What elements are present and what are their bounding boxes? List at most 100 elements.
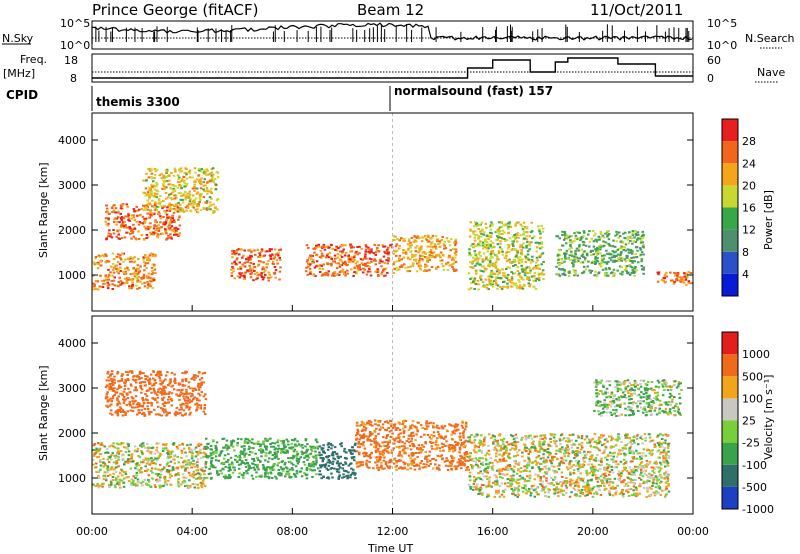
time-tick-label: 04:00 <box>176 525 208 538</box>
power-region-5 <box>392 234 458 273</box>
cpid-segment-1: themis 3300 <box>96 95 180 109</box>
power-colorbar: 4 8 12 16 20 24 28 <box>721 118 756 297</box>
freq-trace <box>92 57 693 79</box>
power-colorbar-swatch <box>722 207 738 230</box>
power-region-2 <box>142 167 220 214</box>
freq-label: Freq. <box>20 53 47 66</box>
power-colorbar-swatch <box>722 251 738 274</box>
velocity-colorbar-swatch <box>722 376 738 399</box>
power-ytick-label: 1000 <box>58 269 86 282</box>
nsky-trace <box>91 22 693 44</box>
time-tick-label: 20:00 <box>577 525 609 538</box>
time-axis: 00:00 04:00 08:00 12:00 16:00 20:00 00:00 <box>76 305 709 538</box>
velocity-colorbar-tick: -1000 <box>742 503 774 516</box>
power-colorbar-swatch <box>722 141 738 164</box>
power-region-1 <box>104 203 182 241</box>
power-colorbar-tick: 24 <box>742 157 756 170</box>
velocity-colorbar-tick: 1000 <box>742 348 770 361</box>
nave-label: Nave <box>757 66 785 79</box>
velocity-colorbar-swatch <box>722 420 738 443</box>
power-ytick-label: 3000 <box>58 179 86 192</box>
nsky-tick-top: 10^5 <box>60 17 90 30</box>
nsky-tick-bottom: 10^0 <box>60 39 90 52</box>
power-colorbar-label: Power [dB] <box>762 190 775 250</box>
power-region-8 <box>656 271 693 286</box>
velocity-colorbar-swatch <box>722 486 738 509</box>
nsearch-label: N.Search <box>745 32 795 45</box>
velocity-ytick-label: 4000 <box>58 337 86 350</box>
nsky-line <box>91 22 693 44</box>
velocity-colorbar-tick: 25 <box>742 415 756 428</box>
power-ytick-label: 2000 <box>58 224 86 237</box>
velocity-colorbar: 1000 500 100 25 -25 -100 -500 -1000 <box>721 331 774 516</box>
velocity-colorbar-tick: 100 <box>742 392 763 405</box>
power-colorbar-frame <box>721 118 739 297</box>
velocity-region-6 <box>593 379 683 417</box>
power-ylabel: Slant Range [km] <box>37 162 50 258</box>
nave-tick-top: 60 <box>707 54 721 67</box>
power-yticks: 1000 2000 3000 4000 <box>58 134 693 282</box>
velocity-colorbar-tick: -25 <box>742 437 760 450</box>
power-plot <box>92 113 693 311</box>
velocity-ylabel: Slant Range [km] <box>37 365 50 461</box>
velocity-ytick-label: 2000 <box>58 427 86 440</box>
power-region-7 <box>555 230 645 277</box>
velocity-colorbar-frame <box>721 331 739 510</box>
time-tick-label: 08:00 <box>276 525 308 538</box>
velocity-colorbar-label: Velocity [m s⁻¹] <box>762 375 775 460</box>
velocity-region-5 <box>467 433 671 498</box>
power-colorbar-tick: 16 <box>742 202 756 215</box>
station-title: Prince George (fitACF) <box>92 1 258 19</box>
nsky-label: N.Sky <box>2 32 34 45</box>
power-region-0 <box>92 252 157 291</box>
time-tick-label: 00:00 <box>76 525 108 538</box>
nsearch-tick-bottom: 10^0 <box>707 39 737 52</box>
freq-tick-top: 18 <box>64 54 78 67</box>
velocity-yticks: 1000 2000 3000 4000 <box>58 337 693 485</box>
freq-tick-bottom: 8 <box>70 72 77 85</box>
freq-unit-label: [MHz] <box>3 67 35 80</box>
power-colorbar-tick: 8 <box>742 246 749 259</box>
date-label: 11/Oct/2011 <box>590 1 683 19</box>
power-colorbar-swatch <box>722 273 738 296</box>
cpid-segment-2: normalsound (fast) 157 <box>394 84 553 98</box>
beam-label: Beam 12 <box>357 1 424 19</box>
time-tick-label: 12:00 <box>377 525 409 538</box>
velocity-colorbar-swatch <box>722 464 738 487</box>
power-colorbar-swatch <box>722 163 738 186</box>
velocity-ytick-label: 1000 <box>58 472 86 485</box>
freq-line <box>92 57 693 79</box>
velocity-region-2 <box>204 437 320 480</box>
velocity-colorbar-swatch <box>722 398 738 421</box>
power-region-6 <box>467 221 546 291</box>
power-region-4 <box>304 243 395 277</box>
velocity-plot <box>92 316 683 514</box>
time-axis-label: Time UT <box>367 542 413 554</box>
power-colorbar-tick: 28 <box>742 135 756 148</box>
velocity-ytick-label: 3000 <box>58 382 86 395</box>
velocity-region-1 <box>104 370 208 417</box>
velocity-region-0 <box>92 442 207 489</box>
power-colorbar-tick: 20 <box>742 179 756 192</box>
power-colorbar-swatch <box>722 185 738 208</box>
time-tick-label: 16:00 <box>477 525 509 538</box>
velocity-region-3 <box>318 442 357 480</box>
velocity-colorbar-swatch <box>722 442 738 465</box>
power-region-3 <box>229 248 282 282</box>
velocity-colorbar-tick: 500 <box>742 370 763 383</box>
time-tick-label: 00:00 <box>677 525 709 538</box>
power-colorbar-tick: 12 <box>742 224 756 237</box>
velocity-colorbar-tick: -100 <box>742 459 767 472</box>
cpid-label: CPID <box>6 88 38 102</box>
velocity-colorbar-swatch <box>722 354 738 377</box>
power-ytick-label: 4000 <box>58 134 86 147</box>
nave-tick-bottom: 0 <box>707 72 714 85</box>
power-colorbar-swatch <box>722 229 738 252</box>
freq-panel <box>91 53 694 83</box>
power-colorbar-tick: 4 <box>742 268 749 281</box>
velocity-region-4 <box>354 419 471 471</box>
velocity-colorbar-swatch <box>722 332 738 355</box>
power-colorbar-swatch <box>722 119 738 142</box>
velocity-colorbar-tick: -500 <box>742 481 767 494</box>
